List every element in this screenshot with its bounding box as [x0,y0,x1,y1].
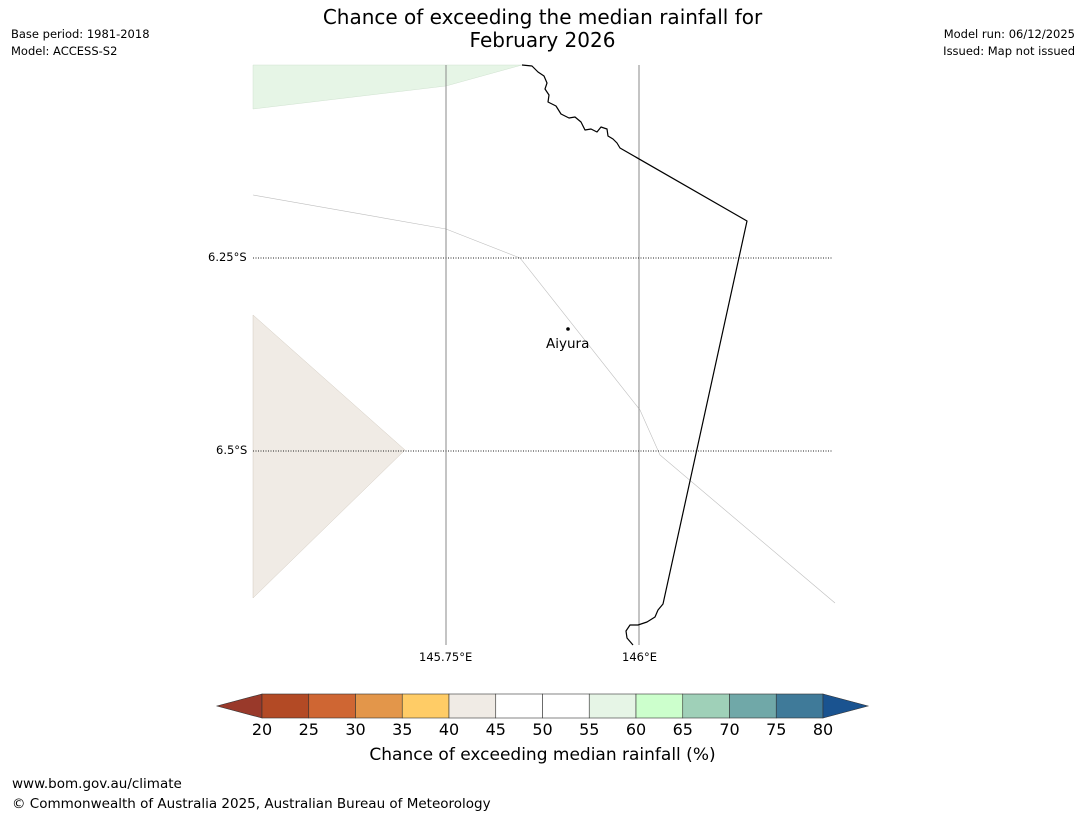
map-title: Chance of exceeding the median rainfall … [0,6,1085,52]
colorbar-tick-45: 45 [485,720,506,739]
lat-label-6-5: 6.5°S [216,443,248,457]
colorbar-tick-65: 65 [672,720,693,739]
colorbar-title: Chance of exceeding median rainfall (%) [369,745,716,765]
contour-line [252,194,836,604]
colorbar-bin-70-75 [729,693,777,719]
colorbar-bin-40-45 [448,693,497,719]
colorbar-tick-75: 75 [766,720,787,739]
colorbar-tick-30: 30 [345,720,366,739]
colorbar-tick-35: 35 [392,720,413,739]
region-55-60 [252,64,523,110]
colorbar-bin-75-80 [775,693,824,719]
colorbar-bin-35-40 [401,693,450,719]
model-run-text: Model run: 06/12/2025 [943,27,1075,41]
colorbar-extend-low [215,693,263,719]
model-text: Model: ACCESS-S2 [11,44,118,58]
colorbar-bin-20-25 [261,693,310,719]
colorbar-bin-45-50 [495,693,543,719]
footer: www.bom.gov.au/climate © Commonwealth of… [12,774,491,814]
colorbar-tick-20: 20 [251,720,273,739]
place-label-aiyura: Aiyura [546,336,590,352]
colorbar-bin-50-55 [542,693,590,719]
meta-right: Model run: 06/12/2025 Issued: Map not is… [943,26,1075,60]
colorbar-tick-60: 60 [625,720,647,739]
base-period-text: Base period: 1981-2018 [11,27,150,41]
footer-url[interactable]: www.bom.gov.au/climate [12,776,182,792]
colorbar-tick-80: 80 [812,720,834,739]
footer-copyright: © Commonwealth of Australia 2025, Austra… [12,796,491,812]
colorbar-tick-55: 55 [579,720,600,739]
colorbar-bin-60-65 [635,693,684,719]
rainfall-map [252,64,836,646]
colorbar-bin-55-60 [588,693,637,719]
colorbar-tick-70: 70 [719,720,740,739]
colorbar-bin-65-70 [682,693,730,719]
lon-label-146: 146°E [622,650,657,664]
colorbar-bin-30-35 [355,693,403,719]
aiyura-marker [566,327,570,331]
lat-label-6-25: 6.25°S [208,250,247,264]
colorbar-tick-40: 40 [438,720,460,739]
colorbar [215,693,870,719]
coastline [521,64,748,646]
colorbar-bin-25-30 [308,693,356,719]
meta-left: Base period: 1981-2018 Model: ACCESS-S2 [11,26,150,60]
region-40-45 [252,314,406,599]
colorbar-tick-50: 50 [532,720,553,739]
issued-text: Issued: Map not issued [943,44,1075,58]
lon-label-145-75: 145.75°E [419,650,473,664]
colorbar-extend-high [822,693,870,719]
colorbar-tick-25: 25 [298,720,319,739]
title-line-2: February 2026 [469,28,616,52]
title-line-1: Chance of exceeding the median rainfall … [322,5,763,29]
